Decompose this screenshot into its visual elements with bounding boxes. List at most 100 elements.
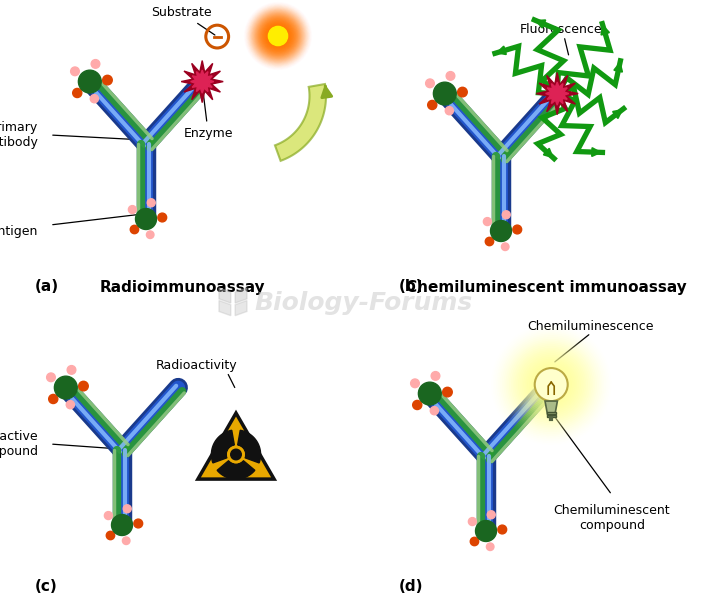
Circle shape bbox=[261, 19, 295, 53]
FancyBboxPatch shape bbox=[547, 412, 555, 414]
Polygon shape bbox=[275, 84, 326, 161]
Text: Radioactive
compound: Radioactive compound bbox=[0, 430, 38, 458]
Circle shape bbox=[254, 12, 302, 60]
Circle shape bbox=[264, 22, 292, 50]
Circle shape bbox=[491, 221, 512, 241]
Text: (a): (a) bbox=[35, 279, 59, 294]
Circle shape bbox=[486, 543, 494, 551]
Circle shape bbox=[260, 17, 296, 55]
Text: Antigen: Antigen bbox=[0, 224, 38, 238]
Circle shape bbox=[135, 209, 157, 229]
Circle shape bbox=[262, 20, 294, 52]
Circle shape bbox=[47, 373, 55, 382]
Polygon shape bbox=[219, 288, 231, 303]
Circle shape bbox=[79, 70, 101, 93]
Circle shape bbox=[502, 243, 509, 251]
Circle shape bbox=[255, 13, 301, 59]
Polygon shape bbox=[235, 288, 247, 303]
Circle shape bbox=[534, 368, 568, 401]
Polygon shape bbox=[545, 401, 558, 415]
Circle shape bbox=[458, 87, 467, 97]
Circle shape bbox=[430, 407, 438, 415]
Circle shape bbox=[134, 519, 143, 528]
Circle shape bbox=[529, 362, 574, 407]
Circle shape bbox=[509, 343, 593, 427]
Circle shape bbox=[486, 237, 494, 245]
Circle shape bbox=[261, 19, 296, 53]
Text: Chemiluminescence: Chemiluminescence bbox=[528, 320, 654, 333]
Text: (b): (b) bbox=[399, 279, 424, 294]
Circle shape bbox=[446, 71, 455, 80]
Circle shape bbox=[123, 505, 131, 513]
Text: Radioactivity: Radioactivity bbox=[157, 359, 238, 372]
Circle shape bbox=[269, 26, 288, 46]
Title: Chemiluminescent immunoassay: Chemiluminescent immunoassay bbox=[405, 280, 687, 295]
Circle shape bbox=[506, 339, 597, 430]
Circle shape bbox=[104, 512, 112, 520]
Circle shape bbox=[526, 359, 577, 410]
Circle shape bbox=[487, 511, 495, 519]
Circle shape bbox=[483, 218, 491, 226]
Circle shape bbox=[266, 24, 290, 48]
Circle shape bbox=[90, 95, 98, 103]
Polygon shape bbox=[546, 82, 569, 105]
Circle shape bbox=[258, 16, 298, 56]
Circle shape bbox=[518, 352, 584, 418]
Circle shape bbox=[256, 14, 301, 58]
Circle shape bbox=[253, 10, 304, 62]
Circle shape bbox=[66, 401, 74, 409]
Circle shape bbox=[73, 88, 82, 98]
Circle shape bbox=[520, 353, 582, 416]
Circle shape bbox=[516, 350, 586, 419]
Text: Chemiluminescent
compound: Chemiluminescent compound bbox=[554, 504, 670, 532]
Circle shape bbox=[534, 368, 568, 401]
Circle shape bbox=[513, 225, 522, 234]
Circle shape bbox=[475, 521, 496, 541]
Circle shape bbox=[147, 199, 155, 207]
Text: Biology-Forums: Biology-Forums bbox=[255, 291, 473, 315]
Circle shape bbox=[511, 344, 591, 425]
Circle shape bbox=[502, 211, 510, 219]
Circle shape bbox=[266, 25, 289, 47]
Circle shape bbox=[468, 518, 476, 526]
Title: Radioimmunoassay: Radioimmunoassay bbox=[99, 280, 265, 295]
Circle shape bbox=[103, 75, 112, 85]
Circle shape bbox=[507, 341, 595, 428]
Circle shape bbox=[523, 357, 579, 412]
Circle shape bbox=[498, 525, 507, 534]
Circle shape bbox=[443, 387, 452, 397]
Polygon shape bbox=[219, 301, 231, 316]
Circle shape bbox=[128, 206, 136, 214]
Circle shape bbox=[130, 225, 138, 233]
Circle shape bbox=[79, 381, 88, 391]
FancyBboxPatch shape bbox=[547, 415, 555, 417]
Circle shape bbox=[268, 26, 288, 46]
Circle shape bbox=[146, 231, 154, 239]
Circle shape bbox=[91, 59, 100, 68]
Circle shape bbox=[111, 515, 132, 535]
Circle shape bbox=[470, 537, 478, 545]
Circle shape bbox=[253, 11, 303, 61]
Polygon shape bbox=[237, 430, 261, 463]
Circle shape bbox=[522, 355, 581, 414]
Text: Substrate: Substrate bbox=[151, 6, 215, 35]
Circle shape bbox=[252, 10, 304, 62]
Circle shape bbox=[264, 22, 293, 50]
Polygon shape bbox=[191, 70, 214, 93]
Circle shape bbox=[257, 15, 298, 57]
Polygon shape bbox=[235, 301, 247, 316]
Circle shape bbox=[265, 23, 290, 49]
Circle shape bbox=[433, 82, 456, 105]
Circle shape bbox=[446, 107, 454, 115]
Circle shape bbox=[122, 537, 130, 545]
Circle shape bbox=[106, 531, 114, 539]
Circle shape bbox=[158, 213, 167, 222]
Polygon shape bbox=[217, 461, 255, 479]
Circle shape bbox=[256, 14, 300, 58]
Polygon shape bbox=[181, 61, 223, 103]
Circle shape bbox=[67, 365, 76, 374]
Circle shape bbox=[513, 346, 590, 423]
Text: Enzyme: Enzyme bbox=[183, 88, 233, 140]
Circle shape bbox=[231, 449, 241, 460]
Circle shape bbox=[533, 366, 570, 403]
